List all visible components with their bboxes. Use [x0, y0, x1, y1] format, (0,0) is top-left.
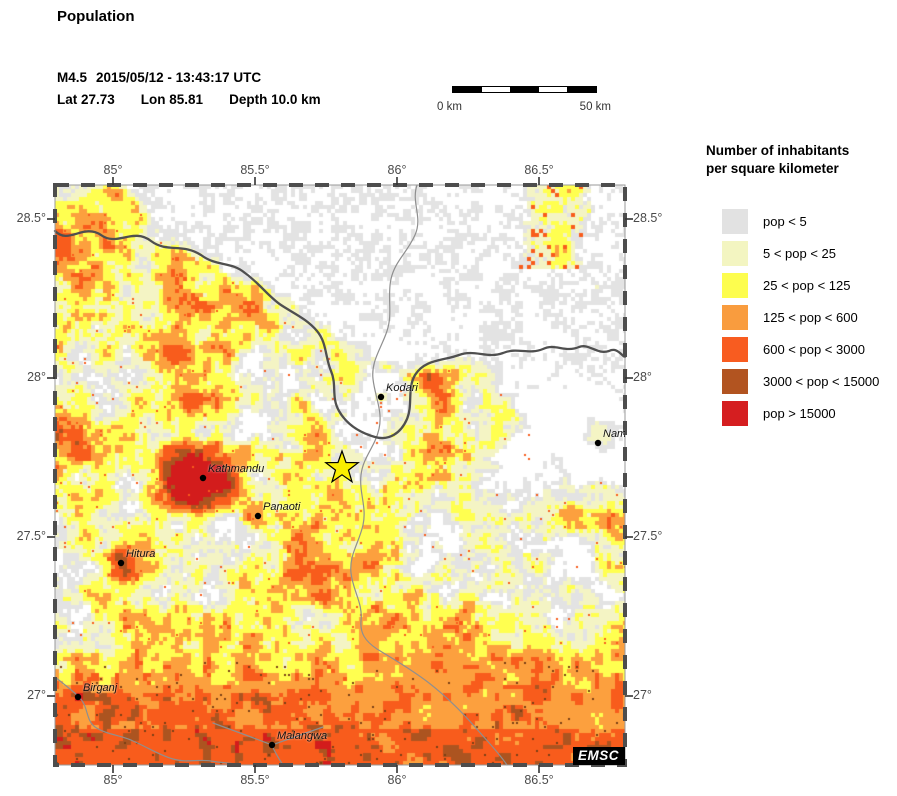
scale-bar-segments: [452, 86, 597, 93]
lat-axis-label: 27°: [27, 688, 46, 702]
emsc-logo: EMSC: [572, 747, 625, 765]
scale-bar-max-label: 50 km: [579, 101, 611, 113]
lon-axis-label: 86.5°: [524, 773, 554, 787]
legend-entry: 125 < pop < 600: [706, 305, 897, 330]
lat-axis-label: 28°: [633, 370, 652, 384]
legend-label: pop > 15000: [763, 406, 836, 421]
lon-axis-label: 86°: [387, 163, 407, 177]
lat-axis-label: 28.5°: [16, 211, 46, 225]
legend-entry: 25 < pop < 125: [706, 273, 897, 298]
legend-swatch: [722, 401, 748, 426]
scale-bar-segment: [481, 87, 511, 92]
population-density-map: Kodari Kathmandu Panaoti Hitura Birganj Malan…: [47, 177, 633, 773]
legend-label: pop < 5: [763, 214, 807, 229]
event-magnitude: M4.5: [57, 70, 88, 85]
legend-swatch: [722, 369, 748, 394]
legend-title-line1: Number of inhabitants: [706, 143, 850, 158]
lat-axis-label: 28.5°: [633, 211, 663, 225]
event-longitude: Lon 85.81: [140, 92, 204, 107]
scale-bar-segment: [567, 87, 596, 92]
lat-axis-label: 28°: [27, 370, 46, 384]
legend-entry: pop < 5: [706, 209, 897, 234]
lon-axis-label: 85°: [103, 163, 123, 177]
lon-axis-label: 85°: [103, 773, 123, 787]
event-datetime: 2015/05/12 - 13:43:17 UTC: [96, 70, 262, 85]
legend-label: 125 < pop < 600: [763, 310, 858, 325]
legend-swatch: [722, 209, 748, 234]
scale-bar-segment: [538, 87, 568, 92]
legend-label: 600 < pop < 3000: [763, 342, 865, 357]
legend-title-line2: per square kilometer: [706, 161, 839, 176]
population-raster: [55, 185, 625, 765]
lon-axis-label: 86°: [387, 773, 407, 787]
legend-entries: pop < 5 5 < pop < 25 25 < pop < 125 125 < p…: [706, 209, 897, 426]
legend-label: 5 < pop < 25: [763, 246, 837, 261]
scale-bar-segment: [453, 87, 482, 92]
legend-label: 25 < pop < 125: [763, 278, 851, 293]
legend-swatch: [722, 241, 748, 266]
legend-swatch: [722, 273, 748, 298]
page-title: Population: [57, 8, 135, 25]
legend-entry: 5 < pop < 25: [706, 241, 897, 266]
scale-bar: 0 km 50 km: [437, 86, 611, 113]
lat-axis-label: 27.5°: [633, 529, 663, 543]
population-legend: Number of inhabitants per square kilomet…: [706, 142, 897, 433]
lon-axis-label: 85.5°: [240, 163, 270, 177]
legend-entry: 600 < pop < 3000: [706, 337, 897, 362]
event-depth: Depth 10.0 km: [229, 92, 321, 107]
legend-swatch: [722, 337, 748, 362]
lat-axis-label: 27.5°: [16, 529, 46, 543]
event-location-line: Lat 27.73 Lon 85.81 Depth 10.0 km: [57, 92, 347, 107]
legend-swatch: [722, 305, 748, 330]
lon-axis-label: 85.5°: [240, 773, 270, 787]
lon-axis-label: 86.5°: [524, 163, 554, 177]
event-summary-line: M4.5 2015/05/12 - 13:43:17 UTC: [57, 70, 270, 85]
scale-bar-segment: [510, 87, 539, 92]
legend-entry: pop > 15000: [706, 401, 897, 426]
lat-axis-label: 27°: [633, 688, 652, 702]
scale-bar-zero-label: 0 km: [437, 101, 462, 113]
event-latitude: Lat 27.73: [57, 92, 115, 107]
legend-label: 3000 < pop < 15000: [763, 374, 880, 389]
legend-entry: 3000 < pop < 15000: [706, 369, 897, 394]
